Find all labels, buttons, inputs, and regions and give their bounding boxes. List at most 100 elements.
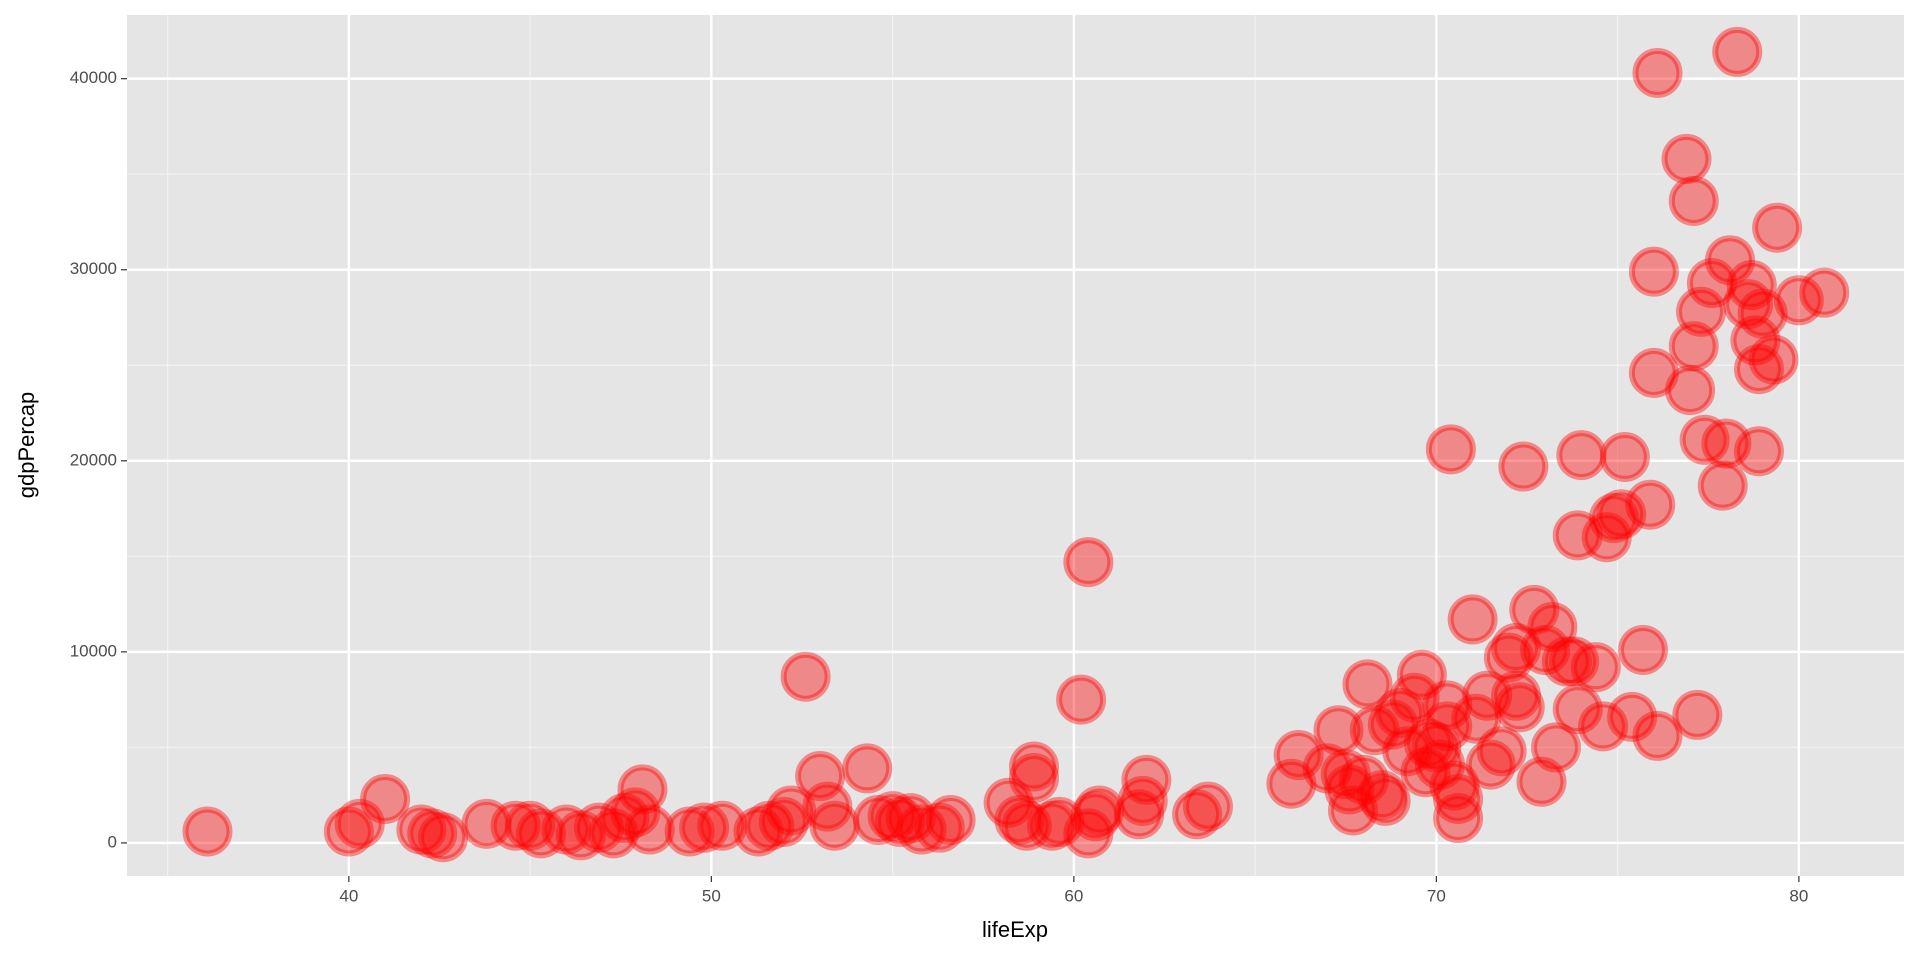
point — [1027, 800, 1078, 851]
point — [1733, 344, 1784, 395]
y-tick-label: 20000 — [70, 450, 117, 469]
point — [1342, 659, 1393, 710]
point — [1799, 267, 1850, 318]
point — [1327, 785, 1378, 836]
point — [1679, 414, 1730, 465]
point — [599, 793, 650, 844]
point — [1182, 781, 1233, 832]
point — [1599, 431, 1650, 482]
point — [983, 777, 1034, 828]
point — [1516, 756, 1567, 807]
point — [1356, 770, 1407, 821]
point — [1425, 424, 1476, 475]
point — [1581, 512, 1632, 563]
point — [573, 802, 624, 853]
point — [1697, 460, 1748, 511]
point — [1748, 334, 1799, 385]
point — [1723, 279, 1774, 330]
point — [664, 806, 715, 857]
point — [1114, 789, 1165, 840]
point — [1675, 286, 1726, 337]
point — [461, 798, 512, 849]
point — [1433, 793, 1484, 844]
point — [1701, 418, 1752, 469]
point — [1008, 741, 1059, 792]
point — [1414, 739, 1465, 790]
point — [853, 794, 904, 845]
point — [1320, 749, 1371, 800]
point — [780, 651, 831, 702]
point — [1367, 699, 1418, 750]
y-axis-title: gdpPercap — [14, 392, 39, 498]
point — [1302, 743, 1353, 794]
point — [1625, 479, 1676, 530]
point — [1726, 260, 1777, 311]
point — [588, 808, 639, 859]
point — [1411, 722, 1462, 773]
point — [914, 802, 965, 853]
point — [1773, 275, 1824, 326]
point — [1588, 493, 1639, 544]
point — [1483, 632, 1534, 683]
point — [1686, 258, 1737, 309]
point — [1063, 537, 1114, 588]
point — [1389, 672, 1440, 723]
x-tick-label: 80 — [1789, 886, 1808, 905]
point — [867, 791, 918, 842]
point — [1266, 758, 1317, 809]
point — [1313, 705, 1364, 756]
point — [418, 812, 469, 863]
point — [679, 802, 730, 853]
point — [1494, 682, 1545, 733]
point — [994, 794, 1045, 845]
point — [1074, 785, 1125, 836]
point — [624, 804, 675, 855]
point — [1422, 701, 1473, 752]
y-tick-label: 30000 — [70, 259, 117, 278]
point — [1632, 47, 1683, 98]
point — [1596, 489, 1647, 540]
point — [1530, 722, 1581, 773]
point — [396, 804, 447, 855]
point — [1632, 710, 1683, 761]
x-tick-label: 40 — [339, 886, 358, 905]
point — [1396, 649, 1447, 700]
point — [1704, 235, 1755, 286]
point — [555, 810, 606, 861]
point — [1422, 680, 1473, 731]
point — [874, 796, 925, 847]
point — [610, 787, 661, 838]
point — [490, 800, 541, 851]
point — [697, 800, 748, 851]
point — [1056, 674, 1107, 725]
point — [334, 798, 385, 849]
point — [1324, 764, 1375, 815]
point — [1382, 726, 1433, 777]
point — [1498, 441, 1549, 492]
point — [795, 751, 846, 802]
point — [1541, 636, 1592, 687]
point — [1001, 800, 1052, 851]
point — [1737, 288, 1788, 339]
point — [1628, 246, 1679, 297]
point — [802, 781, 853, 832]
panel — [127, 15, 1904, 876]
point — [1628, 347, 1679, 398]
point — [1552, 510, 1603, 561]
point — [766, 785, 817, 836]
point — [1752, 202, 1803, 253]
point — [1476, 726, 1527, 777]
point — [758, 796, 809, 847]
point — [1063, 808, 1114, 859]
point — [1117, 775, 1168, 826]
point — [1349, 705, 1400, 756]
point — [1462, 670, 1513, 721]
point — [182, 806, 233, 857]
point — [515, 808, 566, 859]
point — [1661, 133, 1712, 184]
x-axis-title: lifeExp — [982, 917, 1048, 942]
point — [1429, 760, 1480, 811]
x-tick-label: 50 — [702, 886, 721, 905]
point — [1070, 791, 1121, 842]
point — [1556, 430, 1607, 481]
